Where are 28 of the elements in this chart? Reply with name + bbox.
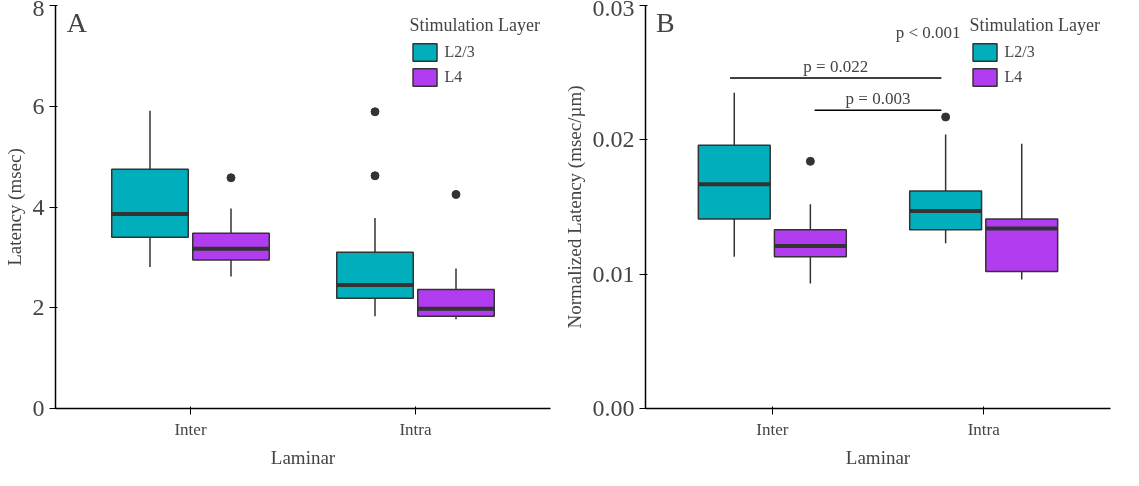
annotation: p = 0.003 xyxy=(845,89,911,109)
y-tick-label: 2 xyxy=(32,294,45,321)
y-tick-label: 4 xyxy=(32,193,45,220)
legend-label: L4 xyxy=(1004,68,1024,86)
legend-label: L4 xyxy=(444,68,464,86)
x-tick-label: Inter xyxy=(756,419,789,439)
y-tick-label: 6 xyxy=(32,92,45,119)
x-axis-title: Laminar xyxy=(270,446,336,468)
x-tick-label: Inter xyxy=(174,419,207,439)
y-tick-label: 0.01 xyxy=(592,260,635,287)
y-tick-label: 0.03 xyxy=(592,0,635,21)
legend-title: Stimulation Layer xyxy=(969,15,1100,36)
annotation: p < 0.001 xyxy=(895,22,961,42)
y-axis-title: Normalized Latency (msec/µm) xyxy=(563,85,586,329)
x-tick-label: Intra xyxy=(967,419,1001,439)
legend-label: L2/3 xyxy=(444,43,475,61)
y-axis-title: Latency (msec) xyxy=(3,148,26,266)
annotation: B xyxy=(656,6,675,38)
y-tick-label: 0.00 xyxy=(592,395,635,421)
y-tick-label: 0 xyxy=(32,395,45,421)
legend-title: Stimulation Layer xyxy=(409,15,540,36)
y-tick-label: 0.02 xyxy=(592,126,635,153)
annotation: p = 0.022 xyxy=(803,57,869,77)
x-tick-label: Intra xyxy=(399,419,432,439)
x-axis-title: Laminar xyxy=(845,446,911,468)
y-tick-label: 8 xyxy=(32,0,45,21)
annotation: A xyxy=(66,6,88,38)
legend-label: L2/3 xyxy=(1004,43,1035,61)
